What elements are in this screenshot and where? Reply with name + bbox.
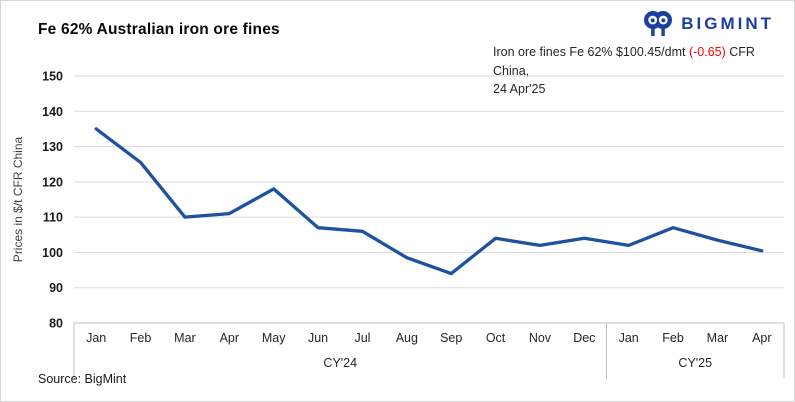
x-month-label: Jan — [86, 331, 106, 345]
x-month-label: Apr — [220, 331, 239, 345]
bigmint-logo-text: BIGMINT — [681, 13, 774, 33]
y-tick-label: 140 — [42, 105, 63, 119]
bigmint-logo-icon — [644, 11, 673, 36]
y-tick-label: 150 — [42, 70, 63, 84]
y-tick-label: 80 — [49, 317, 63, 331]
x-month-label: Jun — [308, 331, 328, 345]
x-month-label: Feb — [662, 331, 684, 345]
y-axis-title: Prices in $/t CFR China — [11, 136, 25, 262]
x-month-label: Oct — [486, 331, 506, 345]
x-month-label: Aug — [396, 331, 418, 345]
y-tick-label: 100 — [42, 246, 63, 260]
bigmint-logo: BIGMINT — [643, 10, 774, 37]
price-annotation: Iron ore fines Fe 62% $100.45/dmt (-0.65… — [493, 43, 794, 99]
x-month-label: Nov — [529, 331, 552, 345]
price-line — [94, 127, 764, 276]
y-tick-label: 130 — [42, 140, 63, 154]
x-month-label: May — [262, 331, 286, 345]
y-tick-label: 120 — [42, 175, 63, 189]
y-tick-label: 90 — [49, 281, 63, 295]
annotation-text-before: Iron ore fines Fe 62% $100.45/dmt — [493, 45, 689, 59]
x-month-label: Mar — [707, 331, 729, 345]
x-month-label: Apr — [752, 331, 771, 345]
annotation-text-after: CFR China, — [493, 45, 755, 78]
x-month-label: Jul — [354, 331, 370, 345]
chart-title: Fe 62% Australian iron ore fines — [38, 21, 280, 38]
x-month-label: Jan — [619, 331, 639, 345]
annotation-date: 24 Apr'25 — [493, 82, 546, 96]
x-month-label: Sep — [440, 331, 462, 345]
annotation-price-change: (-0.65) — [688, 45, 726, 59]
x-month-label: Mar — [174, 331, 196, 345]
source-note: Source: BigMint — [38, 372, 127, 386]
x-month-label: Feb — [130, 331, 152, 345]
x-month-label: Dec — [573, 331, 595, 345]
y-tick-label: 110 — [43, 211, 63, 225]
category-group-label: CY'25 — [678, 356, 712, 370]
category-group-label: CY'24 — [323, 356, 357, 370]
